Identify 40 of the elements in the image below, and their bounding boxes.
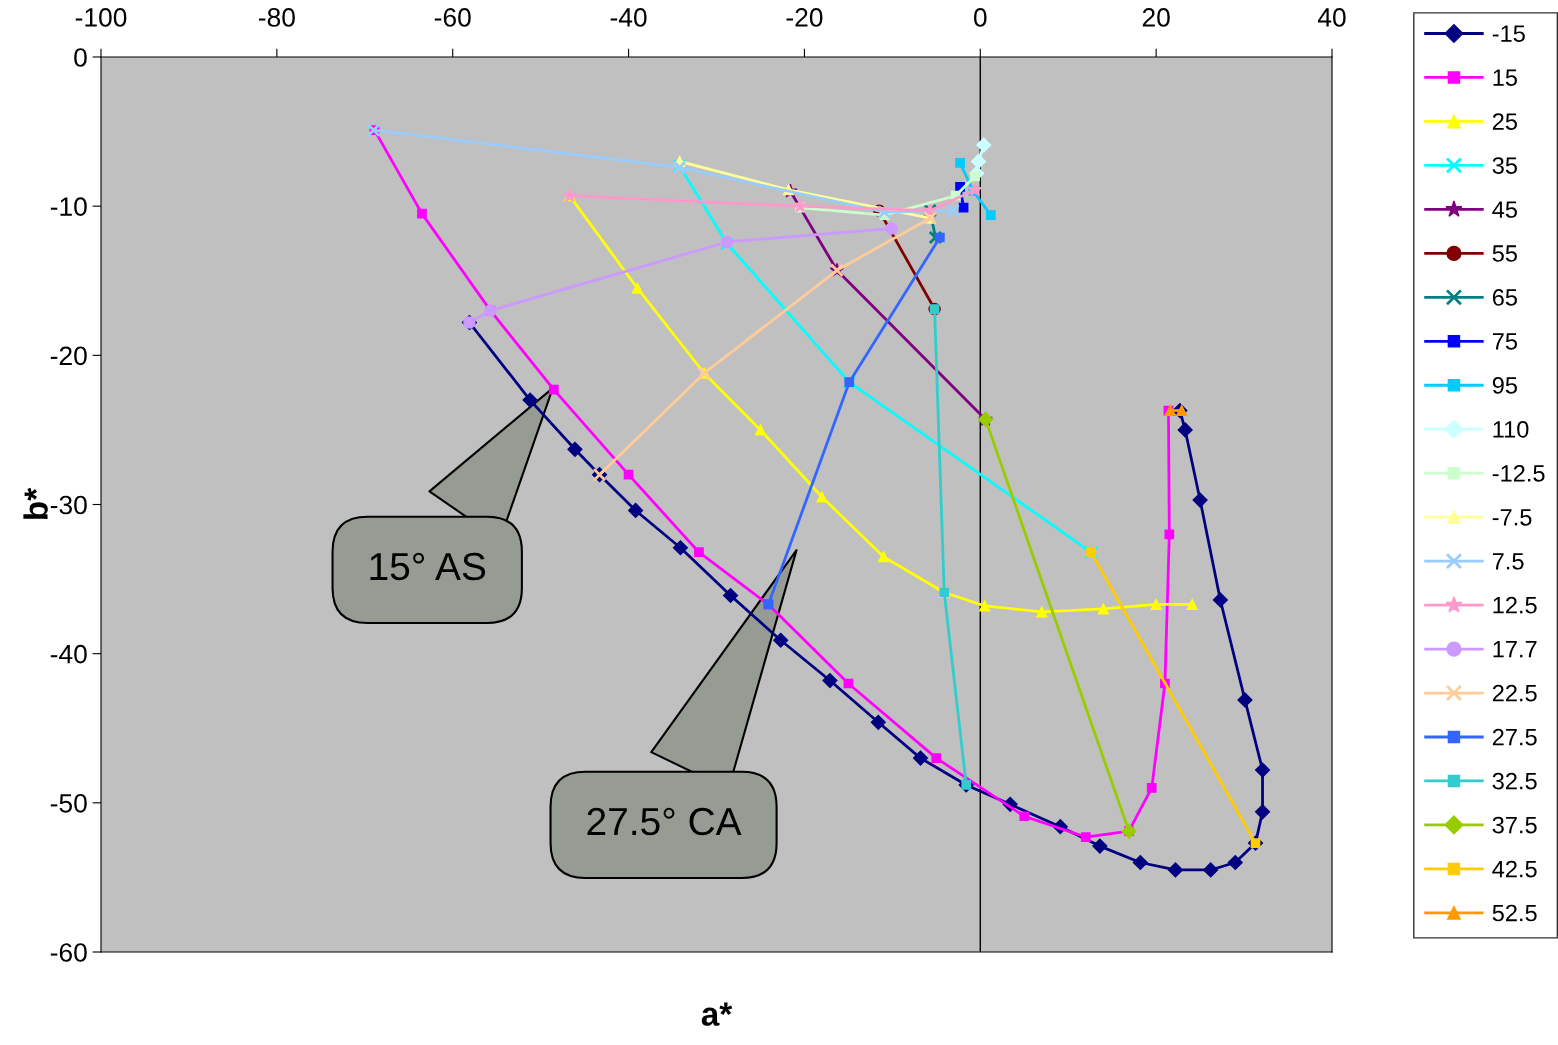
- annotation: 15° AS: [370, 552, 486, 581]
- annotation: 27.5° CA: [587, 807, 742, 836]
- x-axis-title: a*: [701, 1002, 733, 1026]
- x-tick-label: -20: [786, 8, 823, 27]
- legend-label: 27.5: [1492, 728, 1537, 746]
- legend-label: 52.5: [1492, 904, 1537, 922]
- y-tick-label: 0: [74, 48, 87, 67]
- legend-label: 25: [1492, 113, 1517, 130]
- x-tick-label: -60: [434, 8, 471, 27]
- y-tick-label: -50: [50, 793, 87, 813]
- legend-label: 110: [1493, 420, 1529, 438]
- legend-label: 95: [1492, 377, 1517, 394]
- legend-label: 55: [1492, 245, 1517, 262]
- x-tick-label: 40: [1317, 8, 1346, 27]
- x-tick-label: 20: [1142, 8, 1170, 27]
- legend-label: 15: [1493, 69, 1517, 86]
- legend-label: -12.5: [1492, 464, 1545, 482]
- y-tick-label: -30: [50, 495, 87, 515]
- y-tick-label: -10: [50, 197, 87, 216]
- legend-label: 17.7: [1493, 641, 1537, 658]
- x-tick-label: -40: [610, 8, 647, 27]
- x-tick-label: -100: [75, 8, 127, 27]
- legend-label: -7.5: [1492, 509, 1532, 526]
- legend-label: 7.5: [1492, 553, 1524, 570]
- legend-label: 75: [1492, 333, 1517, 350]
- legend-label: 45: [1492, 201, 1517, 218]
- x-tick-label: -80: [258, 8, 295, 27]
- legend-label: -15: [1492, 25, 1525, 42]
- legend-label: 22.5: [1492, 684, 1537, 702]
- y-axis-title: b*: [23, 487, 48, 519]
- y-tick-label: -20: [50, 346, 87, 366]
- legend-label: 35: [1492, 157, 1517, 174]
- legend-label: 32.5: [1492, 772, 1537, 790]
- y-tick-label: -60: [50, 943, 87, 962]
- legend-label: 37.5: [1492, 816, 1537, 834]
- legend-label: 42.5: [1492, 860, 1537, 878]
- y-tick-label: -40: [50, 644, 87, 664]
- x-tick-label: 0: [973, 8, 987, 27]
- legend-label: 65: [1492, 289, 1517, 306]
- legend-label: 12.5: [1493, 596, 1537, 614]
